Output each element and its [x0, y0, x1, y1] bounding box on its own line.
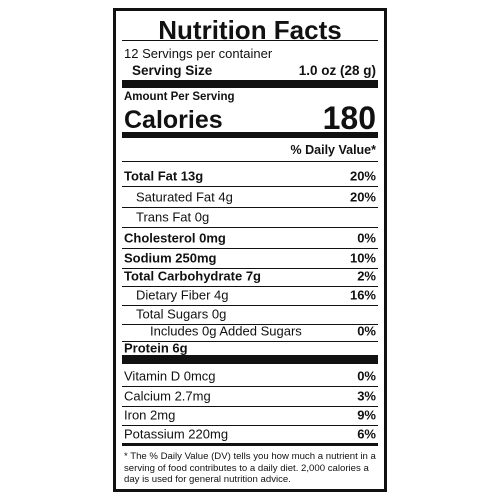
divider — [122, 443, 378, 446]
nutrient-label: Vitamin D 0mcg — [124, 368, 216, 384]
nutrient-row: Iron 2mg 9% — [116, 405, 384, 425]
daily-value: 0% — [357, 368, 376, 384]
daily-value: 0% — [357, 323, 376, 339]
daily-value-header: % Daily Value* — [290, 143, 376, 157]
thick-divider — [122, 132, 378, 138]
daily-value: 16% — [349, 287, 376, 303]
nutrient-row: Protein 6g — [116, 338, 384, 358]
daily-value: 20% — [349, 168, 376, 184]
nutrient-label: Potassium 220mg — [124, 426, 229, 442]
nutrient-label: Trans Fat 0g — [136, 209, 210, 225]
nutrient-label: Total Fat 13g — [124, 168, 204, 184]
servings: 12 Servings per container — [124, 46, 273, 61]
divider — [122, 268, 378, 269]
daily-value: 2% — [357, 268, 376, 284]
divider — [122, 324, 378, 325]
thick-divider — [122, 355, 378, 364]
serving-size-label: Serving Size — [132, 63, 213, 78]
daily-value: 20% — [349, 189, 376, 205]
divider — [122, 341, 378, 342]
nutrient-row: Saturated Fat 4g 20% — [116, 187, 384, 207]
nutrient-row: Dietary Fiber 4g 16% — [116, 285, 384, 305]
nutrient-row: Trans Fat 0g — [116, 207, 384, 227]
thick-divider — [122, 80, 378, 88]
divider — [122, 286, 378, 287]
nutrient-label: Total Carbohydrate 7g — [124, 268, 262, 284]
nutrient-row: Total Sugars 0g — [116, 304, 384, 324]
nutrient-label: Iron 2mg — [124, 407, 176, 423]
nutrient-row: Cholesterol 0mg 0% — [116, 228, 384, 248]
nutrition-label: Nutrition Facts 12 Servings per containe… — [113, 8, 387, 492]
title: Nutrition Facts — [158, 15, 342, 45]
nutrient-row: Sodium 250mg 10% — [116, 248, 384, 268]
nutrient-row: Vitamin D 0mcg 0% — [116, 366, 384, 386]
daily-value: 9% — [357, 407, 376, 423]
calories-label: Calories — [124, 106, 223, 134]
nutrient-label: Protein 6g — [124, 340, 188, 356]
nutrient-label: Total Sugars 0g — [136, 306, 227, 322]
daily-value: 10% — [349, 250, 376, 266]
divider — [122, 207, 378, 208]
daily-value: 6% — [357, 426, 376, 442]
divider — [122, 425, 378, 426]
nutrient-row: Includes 0g Added Sugars 0% — [116, 321, 384, 341]
divider — [122, 186, 378, 187]
divider — [122, 386, 378, 387]
divider — [122, 227, 378, 228]
nutrient-label: Calcium 2.7mg — [124, 388, 211, 404]
nutrient-label: Saturated Fat 4g — [136, 189, 233, 205]
footnote: * The % Daily Value (DV) tells you how m… — [124, 451, 376, 485]
nutrient-row: Total Fat 13g 20% — [116, 166, 384, 186]
amount-per-serving: Amount Per Serving — [124, 91, 235, 103]
divider — [122, 161, 378, 162]
nutrient-row: Potassium 220mg 6% — [116, 424, 384, 444]
daily-value: 3% — [357, 388, 376, 404]
nutrient-label: Dietary Fiber 4g — [136, 287, 229, 303]
nutrient-row: Calcium 2.7mg 3% — [116, 386, 384, 406]
divider — [122, 40, 378, 41]
nutrient-label: Cholesterol 0mg — [124, 230, 226, 246]
serving-size-value: 1.0 oz (28 g) — [298, 63, 376, 78]
divider — [122, 248, 378, 249]
daily-value: 0% — [357, 230, 376, 246]
nutrient-row: Total Carbohydrate 7g 2% — [116, 266, 384, 286]
nutrient-label: Includes 0g Added Sugars — [150, 323, 302, 339]
calories-value: 180 — [322, 100, 376, 136]
divider — [122, 305, 378, 306]
nutrient-label: Sodium 250mg — [124, 250, 217, 266]
divider — [122, 406, 378, 407]
